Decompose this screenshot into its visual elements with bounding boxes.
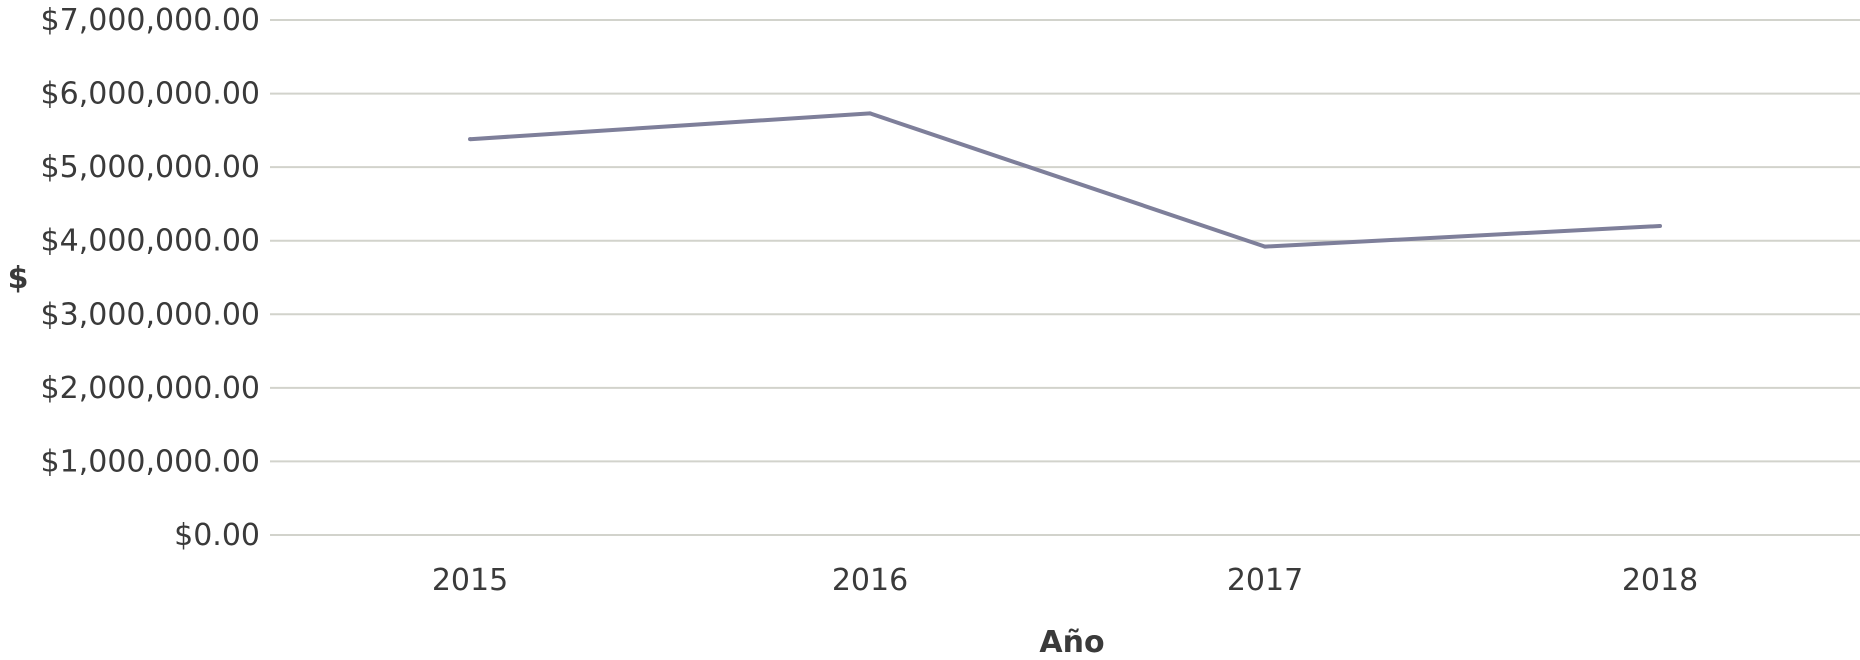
y-tick-label: $3,000,000.00 <box>41 297 260 332</box>
data-point <box>468 137 472 142</box>
x-tick-label: 2017 <box>1227 563 1303 598</box>
x-tick-label: 2015 <box>432 563 508 598</box>
y-tick-label: $1,000,000.00 <box>41 444 260 479</box>
data-point <box>868 111 872 116</box>
y-tick-label: $0.00 <box>174 518 260 553</box>
x-tick-label: 2018 <box>1622 563 1698 598</box>
gridlines <box>270 19 1860 536</box>
y-tick-label: $4,000,000.00 <box>41 224 260 259</box>
y-tick-label: $7,000,000.00 <box>41 3 260 38</box>
series-line <box>469 111 1661 249</box>
series-layer <box>468 111 1662 249</box>
y-tick-label: $2,000,000.00 <box>41 371 260 406</box>
x-tick-label: 2016 <box>832 563 908 598</box>
y-axis-tick-labels: $0.00 $1,000,000.00 $2,000,000.00 $3,000,00… <box>41 3 260 553</box>
y-tick-label: $5,000,000.00 <box>41 150 260 185</box>
y-axis-title: $ <box>8 261 29 296</box>
x-axis-title: Año <box>1039 625 1104 660</box>
data-point <box>1658 224 1662 228</box>
data-point <box>1263 244 1267 249</box>
y-tick-label: $6,000,000.00 <box>41 77 260 112</box>
x-axis-tick-labels: 2015 2016 2017 2018 <box>432 563 1698 598</box>
